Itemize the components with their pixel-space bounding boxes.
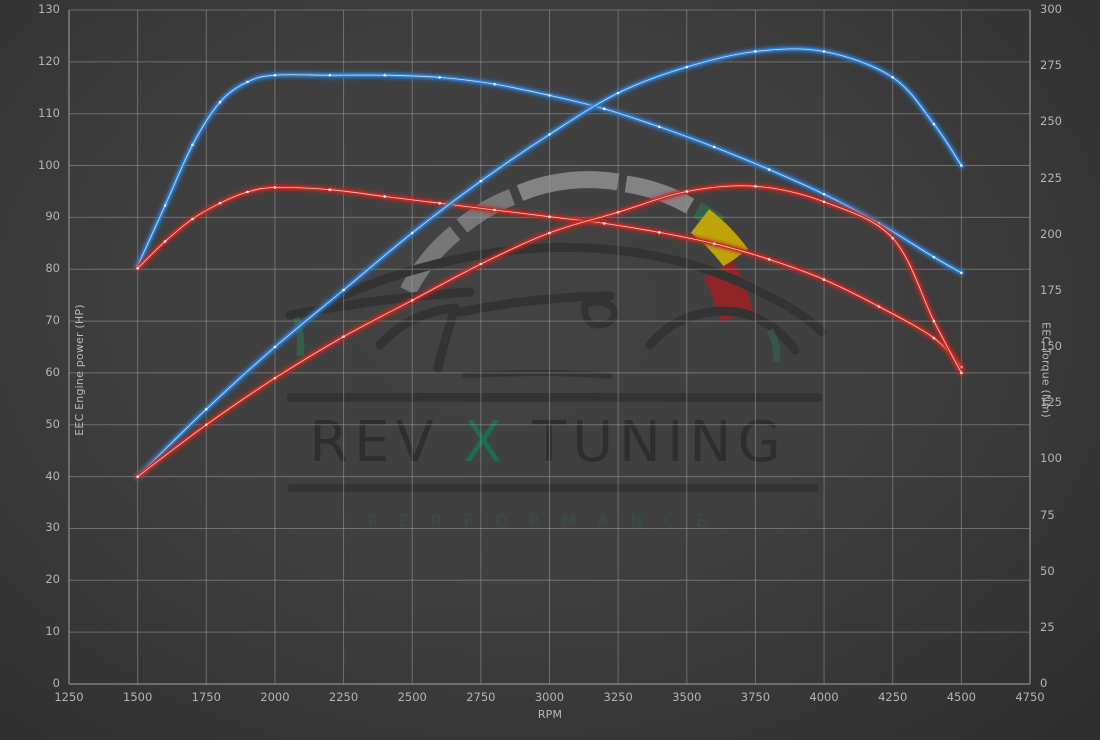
y-tick-left: 120 xyxy=(38,53,60,68)
y-tick-right: 150 xyxy=(1040,339,1062,353)
y-tick-right: 125 xyxy=(1040,395,1062,410)
y-tick-right: 275 xyxy=(1040,58,1062,73)
x-tick: 3750 xyxy=(740,690,771,704)
y-tick-left: 30 xyxy=(45,520,60,535)
x-tick: 1250 xyxy=(54,690,84,704)
y-tick-left: 60 xyxy=(45,364,60,379)
y-tick-left: 50 xyxy=(45,416,60,431)
x-axis-title: RPM xyxy=(537,708,563,721)
x-tick: 2000 xyxy=(260,690,290,704)
y-tick-right: 0 xyxy=(1040,676,1048,690)
series-line xyxy=(132,181,967,373)
series-line xyxy=(132,69,967,279)
y-tick-left: 90 xyxy=(45,209,60,224)
x-tick: 2500 xyxy=(397,690,427,704)
y-tick-right: 100 xyxy=(1040,451,1062,466)
y-tick-left: 130 xyxy=(38,2,60,16)
x-tick: 3250 xyxy=(603,690,633,704)
watermark-brand-x: X xyxy=(463,410,509,475)
series-line xyxy=(132,43,967,483)
watermark-brand-rev: REV xyxy=(309,410,440,475)
y-tick-left: 70 xyxy=(45,313,60,328)
y-tick-left: 20 xyxy=(45,572,60,587)
y-tick-left: 80 xyxy=(45,261,60,276)
watermark-brand: REV X TUNING xyxy=(278,415,818,471)
watermark-tagline: PERFORMANCE xyxy=(367,512,729,532)
x-tick: 4250 xyxy=(878,690,908,704)
y-tick-left: 100 xyxy=(38,157,60,172)
watermark-brand-tuning: TUNING xyxy=(531,410,787,475)
y-tick-left: 0 xyxy=(52,676,60,690)
y-tick-right: 175 xyxy=(1040,282,1062,297)
y-tick-right: 225 xyxy=(1040,170,1062,185)
y-tick-right: 200 xyxy=(1040,226,1062,241)
x-tick: 3000 xyxy=(534,690,565,704)
x-tick: 1500 xyxy=(123,690,153,704)
y-tick-right: 250 xyxy=(1040,114,1062,129)
x-tick: 4750 xyxy=(1015,690,1045,704)
x-tick: 2750 xyxy=(466,690,496,704)
y-tick-left: 110 xyxy=(38,105,60,120)
y-axis-left-title: EEC Engine power (HP) xyxy=(73,304,87,436)
x-tick: 2250 xyxy=(328,690,359,704)
y-tick-left: 10 xyxy=(45,624,60,639)
y-tick-right: 50 xyxy=(1040,563,1055,578)
x-tick: 3500 xyxy=(672,690,702,704)
y-tick-right: 300 xyxy=(1040,2,1062,16)
x-tick: 4500 xyxy=(946,690,976,704)
y-tick-right: 75 xyxy=(1040,507,1055,522)
x-tick: 1750 xyxy=(191,690,221,704)
y-tick-right: 25 xyxy=(1040,619,1055,634)
x-tick: 4000 xyxy=(809,690,839,704)
series-line xyxy=(132,180,967,483)
y-tick-left: 40 xyxy=(45,468,60,483)
